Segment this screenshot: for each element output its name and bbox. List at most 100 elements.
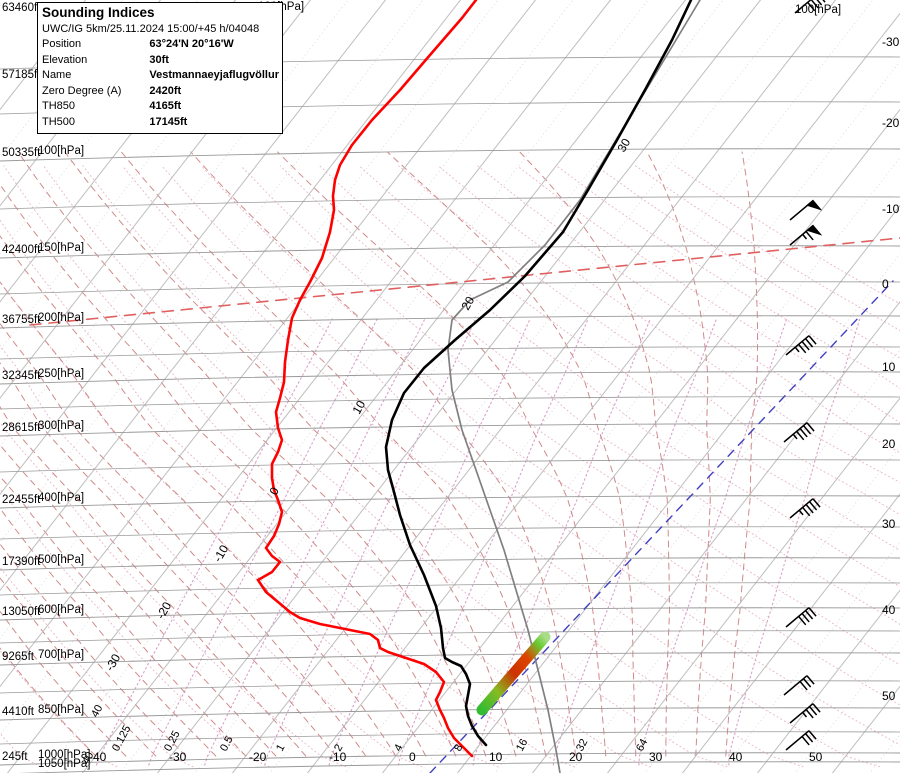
altitude-label-1: 42400ft (2, 244, 41, 256)
grid-line (0, 0, 574, 736)
indices-row: TH850 4165ft (42, 99, 279, 115)
isobar-line (0, 495, 900, 509)
grid-line (0, 0, 499, 639)
altitude-label-9: 4410ft (2, 706, 35, 718)
indices-row: TH500 17145ft (42, 115, 279, 131)
pressure-label-6: 500[hPa] (38, 554, 84, 566)
tropopause-line (29, 237, 900, 326)
wind-barb (789, 224, 823, 246)
dry-adiabat (200, 165, 900, 706)
pressure-label-top-right: 100[hPa] (795, 4, 841, 16)
altitude-label-4: 28615ft (2, 422, 41, 434)
isobar-line-minor (0, 346, 900, 360)
indices-value: 2420ft (149, 84, 182, 97)
dry-adiabat (82, 165, 804, 768)
dry-adiabat (121, 165, 880, 768)
temp-tick-bottom-1: -30 (169, 750, 187, 764)
mixing-ratio-tick-2: 0.5 (218, 734, 236, 753)
sounding-indices-panel: Sounding Indices UWC/IG 5km/25.11.2024 1… (37, 2, 283, 134)
cape-indicator (476, 631, 551, 716)
isobar-line (17, 761, 900, 773)
isotherm-label-6: 30 (614, 136, 633, 155)
mixing-ratio-line (148, 318, 378, 766)
mixing-ratio-line (472, 318, 651, 766)
mixing-ratio-tick-7: 16 (514, 737, 530, 753)
grid-line (0, 0, 537, 688)
grid-line (0, 0, 462, 592)
temp-tick-right-0: -30 (882, 35, 900, 49)
isobar-line-minor (0, 630, 900, 644)
wind-barbs (783, 0, 826, 751)
pressure-label-3: 250[hPa] (38, 368, 84, 380)
indices-value: 30ft (149, 53, 169, 66)
moist-adiabat (0, 362, 337, 757)
mixing-ratio-tick-5: 4 (392, 742, 405, 753)
indices-row: Elevation 30ft (42, 53, 279, 69)
grid-line (756, 589, 900, 773)
temp-tick-bottom-4: 0 (409, 750, 416, 764)
temp-tick-bottom-6: 20 (569, 750, 583, 764)
pressure-label-4: 300[hPa] (38, 420, 84, 432)
special-level-lines (29, 237, 900, 773)
grid-line (0, 0, 387, 495)
indices-key: TH500 (42, 115, 76, 128)
moist-adiabat (0, 183, 457, 757)
isobar-line (0, 315, 900, 329)
temp-tick-right-7: 40 (882, 603, 896, 617)
indices-row: Position 63°24'N 20°16'W (42, 37, 279, 53)
isobar-line-minor (0, 281, 900, 295)
dry-adiabat-lines (0, 165, 900, 768)
isobar-line (0, 423, 900, 437)
grid-line (531, 301, 900, 773)
isobar-lines (0, 56, 900, 773)
isobar-line (0, 652, 900, 666)
grid-line (0, 0, 87, 111)
pressure-label-8: 700[hPa] (38, 649, 84, 661)
isobar-line (0, 148, 900, 162)
mixing-ratio-line (328, 318, 531, 766)
altitude-label-10: 245ft (2, 751, 28, 763)
mixing-ratio-line (95, 318, 333, 766)
pressure-label-11: 1050[hPa] (38, 758, 90, 770)
dry-adiabat (477, 165, 900, 454)
isobar-line-minor (0, 196, 900, 210)
altitude-label-5: 22455ft (2, 494, 41, 506)
dry-adiabat (595, 165, 900, 359)
mixing-ratio-line (728, 318, 861, 766)
grid-line (0, 0, 424, 543)
sounding-profiles (256, 0, 701, 773)
grid-line (681, 493, 900, 773)
dry-adiabat (0, 421, 347, 768)
dry-adiabat (161, 165, 900, 746)
mixing-ratio-tick-4: 2 (332, 742, 345, 753)
pressure-label-5: 400[hPa] (38, 492, 84, 504)
panel-subtitle: UWC/IG 5km/25.11.2024 15:00/+45 h/04048 (42, 23, 260, 35)
temp-tick-right-6: 30 (882, 517, 896, 531)
grid-line (794, 637, 900, 773)
isotherm-label-2: -10 (210, 542, 231, 564)
dry-adiabat (0, 280, 499, 768)
altitude-label-2: 36755ft (2, 314, 41, 326)
mixing-ratio-tick-6: 8 (452, 742, 465, 753)
temp-tick-right-4: 10 (882, 360, 896, 374)
mixing-ratio-line (552, 318, 717, 766)
grid-line (606, 397, 900, 773)
indices-key: Name (42, 69, 72, 81)
wind-barb (794, 0, 826, 14)
isobar-line-minor (0, 680, 900, 694)
indices-row: Zero Degree (A) 2420ft (42, 84, 279, 100)
temp-tick-bottom-9: 50 (809, 750, 823, 764)
dry-adiabat (3, 165, 652, 768)
wind-barb (783, 675, 815, 696)
mixing-ratio-tick-0: 0.125 (110, 723, 134, 753)
mixing-ratio-line (204, 318, 426, 766)
indices-key: Zero Degree (A) (42, 84, 122, 97)
grid-line (419, 157, 900, 773)
moist-adiabat (519, 151, 670, 757)
pressure-label-7: 600[hPa] (38, 604, 84, 616)
dry-adiabat (43, 165, 728, 768)
pressure-label-9: 850[hPa] (38, 704, 84, 716)
isobar-line-minor (0, 582, 900, 596)
